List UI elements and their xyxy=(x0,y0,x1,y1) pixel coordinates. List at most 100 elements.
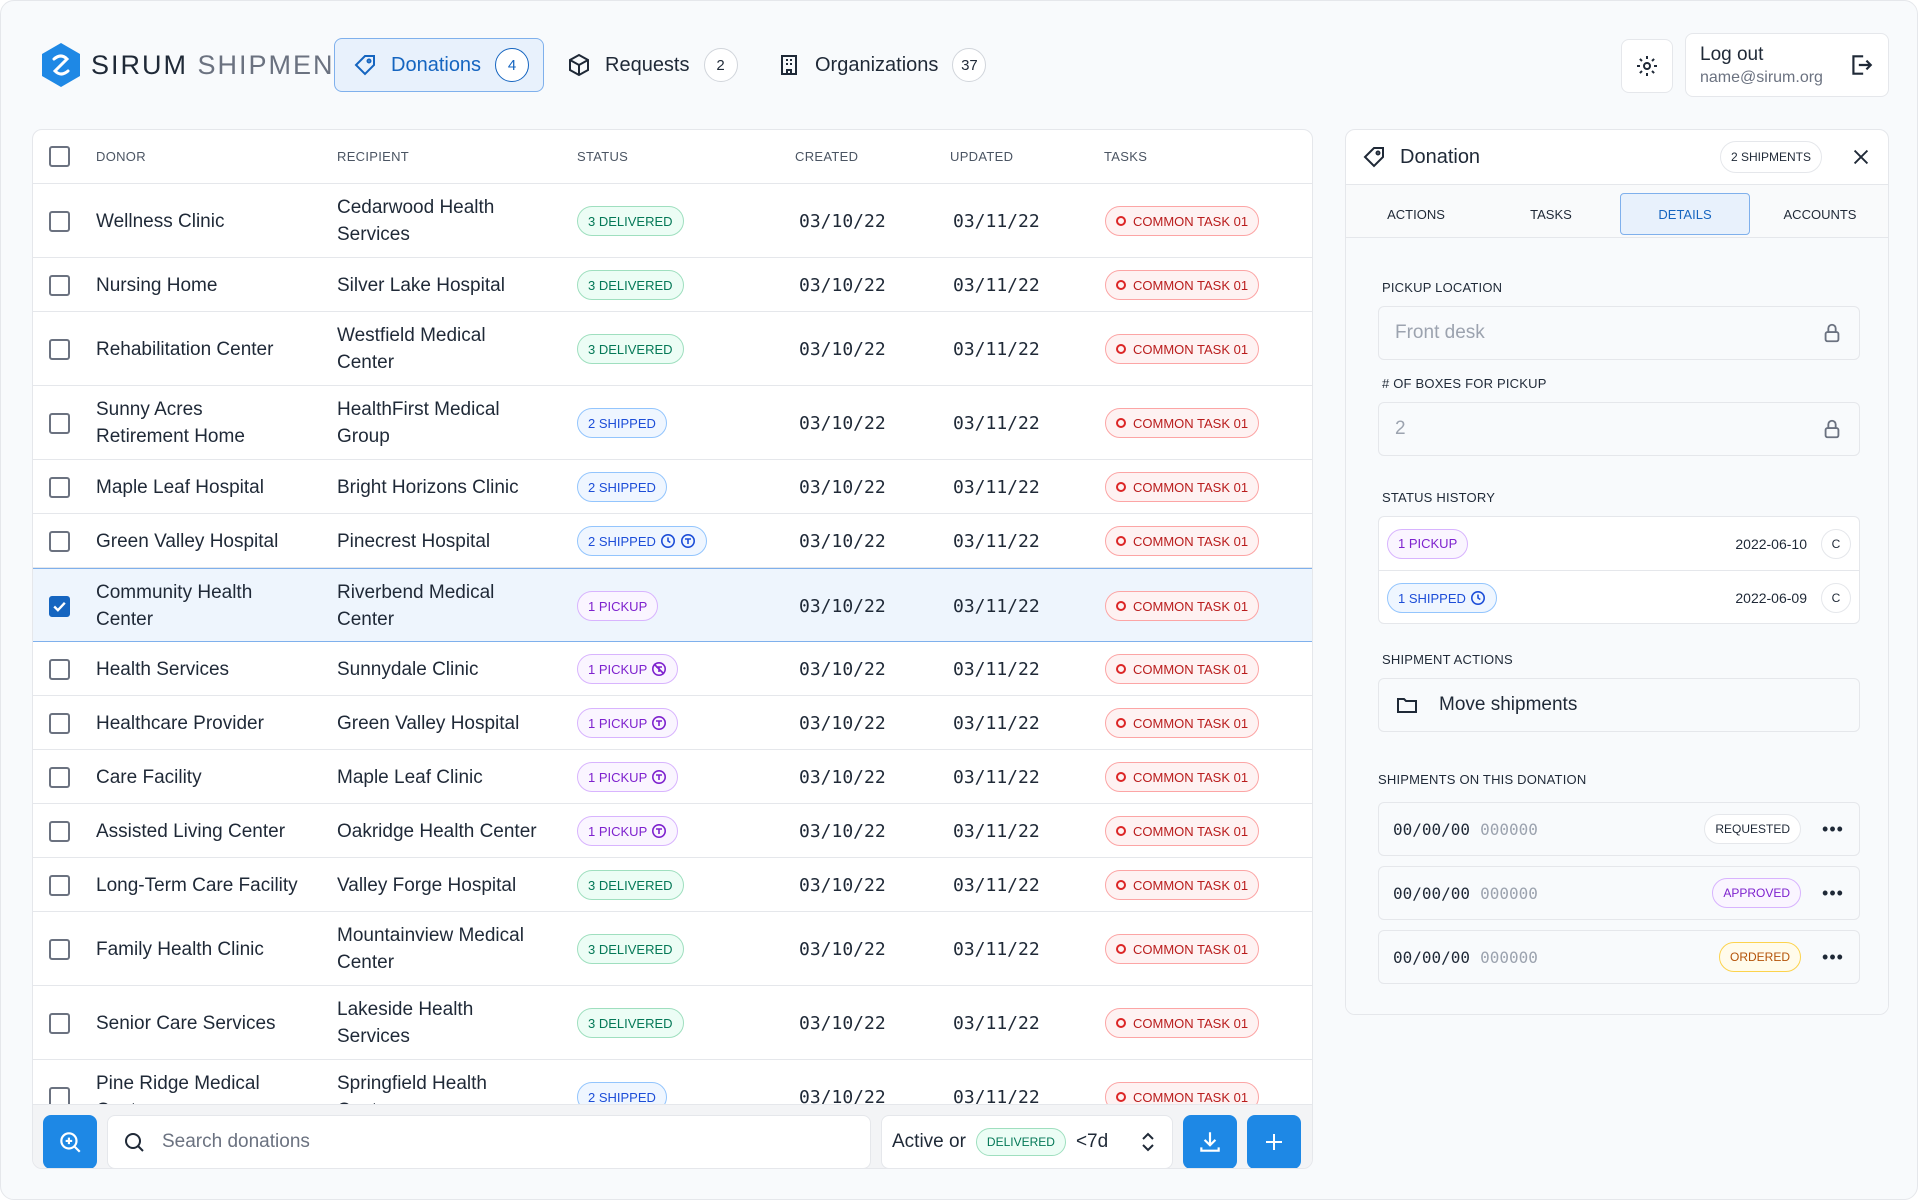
download-button[interactable] xyxy=(1183,1115,1237,1168)
row-checkbox[interactable] xyxy=(49,210,70,232)
row-checkbox[interactable] xyxy=(49,874,70,896)
row-checkbox[interactable] xyxy=(49,658,70,680)
row-checkbox[interactable] xyxy=(49,1086,70,1104)
status-badge[interactable]: 2 SHIPPED xyxy=(577,1082,667,1104)
shipment-row[interactable]: 00/00/00 000000 REQUESTED ••• xyxy=(1378,802,1860,856)
recipient-name: Oakridge Health Center xyxy=(337,818,537,845)
status-badge[interactable]: 3 DELIVERED xyxy=(577,870,684,900)
col-created[interactable]: CREATED xyxy=(795,149,859,164)
status-badge[interactable]: 3 DELIVERED xyxy=(577,206,684,236)
status-badge[interactable]: 1 PICKUP xyxy=(577,708,679,738)
col-status[interactable]: STATUS xyxy=(577,149,629,164)
table-row[interactable]: Family Health Clinic Mountainview Medical… xyxy=(33,912,1312,986)
status-badge[interactable]: 1 PICKUP xyxy=(577,591,659,621)
recipient-name-line: Maple Leaf Clinic xyxy=(337,766,483,788)
status-badge[interactable]: 3 DELIVERED xyxy=(577,270,684,300)
status-badge[interactable]: 2 SHIPPED xyxy=(577,526,707,556)
row-checkbox[interactable] xyxy=(49,712,70,734)
table-row[interactable]: Long-Term Care Facility Valley Forge Hosp… xyxy=(33,858,1312,912)
status-badge[interactable]: 1 PICKUP xyxy=(577,762,679,792)
table-row[interactable]: Sunny Acres Retirement Home HealthFirst Me… xyxy=(33,386,1312,460)
status-badge[interactable]: 1 PICKUP xyxy=(577,654,679,684)
donor-name-line: Health Services xyxy=(96,658,230,680)
task-badge[interactable]: COMMON TASK 01 xyxy=(1105,591,1260,621)
more-options-icon[interactable]: ••• xyxy=(1822,818,1844,839)
select-all-checkbox[interactable] xyxy=(49,146,70,167)
col-updated[interactable]: UPDATED xyxy=(950,149,1014,164)
table-row[interactable]: Green Valley Hospital Pinecrest Hospital 0… xyxy=(33,514,1312,568)
status-badge[interactable]: 3 DELIVERED xyxy=(577,934,684,964)
status-badge[interactable]: 3 DELIVERED xyxy=(577,334,684,364)
row-checkbox[interactable] xyxy=(49,938,70,960)
tab-details[interactable]: DETAILS xyxy=(1620,193,1750,235)
row-checkbox[interactable] xyxy=(49,595,70,617)
logout-button[interactable]: Log out name@sirum.org xyxy=(1685,33,1889,97)
table-row[interactable]: Senior Care Services Lakeside Health Servi… xyxy=(33,986,1312,1060)
app-logo[interactable]: SIRUM SHIPMENTS xyxy=(39,41,373,89)
task-badge[interactable]: COMMON TASK 01 xyxy=(1105,526,1260,556)
row-checkbox[interactable] xyxy=(49,530,70,552)
move-shipments-button[interactable]: Move shipments xyxy=(1378,678,1860,732)
row-checkbox[interactable] xyxy=(49,412,70,434)
task-badge[interactable]: COMMON TASK 01 xyxy=(1105,472,1260,502)
table-row[interactable]: Maple Leaf Hospital Bright Horizons Clini… xyxy=(33,460,1312,514)
col-donor[interactable]: DONOR xyxy=(96,149,146,164)
status-badge[interactable]: 2 SHIPPED xyxy=(577,408,667,438)
pickup-location-value: Front desk xyxy=(1395,322,1485,343)
tab-accounts[interactable]: ACCOUNTS xyxy=(1783,206,1857,222)
add-donation-button[interactable] xyxy=(1247,1115,1301,1168)
recipient-name-line: Bright Horizons Clinic xyxy=(337,476,519,498)
task-badge[interactable]: COMMON TASK 01 xyxy=(1105,1008,1260,1038)
table-row[interactable]: Pine Ridge MedicalCenterSpringfield Heal… xyxy=(33,1060,1312,1104)
close-icon[interactable] xyxy=(1850,146,1872,168)
history-c-button[interactable]: C xyxy=(1821,528,1851,559)
filter-select[interactable]: Active or DELIVERED <7d xyxy=(881,1115,1173,1168)
task-badge[interactable]: COMMON TASK 01 xyxy=(1105,206,1260,236)
row-checkbox[interactable] xyxy=(49,338,70,360)
task-badge[interactable]: COMMON TASK 01 xyxy=(1105,870,1260,900)
table-row[interactable]: Care Facility Maple Leaf Clinic 03/10/22 03… xyxy=(33,750,1312,804)
task-badge[interactable]: COMMON TASK 01 xyxy=(1105,762,1260,792)
settings-button[interactable] xyxy=(1621,39,1673,93)
status-badge[interactable]: 1 PICKUP xyxy=(577,816,679,846)
status-badge[interactable]: 3 DELIVERED xyxy=(577,1008,684,1038)
row-checkbox[interactable] xyxy=(49,476,70,498)
table-row[interactable]: Health Services Sunnydale Clinic 03/10/22 0… xyxy=(33,642,1312,696)
more-options-icon[interactable]: ••• xyxy=(1822,882,1844,903)
table-row[interactable]: Nursing Home Silver Lake Hospital 03/10/22… xyxy=(33,258,1312,312)
nav-tab-donations[interactable]: Donations 4 xyxy=(334,38,545,92)
created-date: 03/10/22 xyxy=(799,764,886,791)
tab-actions[interactable]: ACTIONS xyxy=(1387,206,1445,222)
row-checkbox[interactable] xyxy=(49,820,70,842)
task-badge[interactable]: COMMON TASK 01 xyxy=(1105,270,1260,300)
nav-tab-requests[interactable]: Requests 2 xyxy=(549,38,752,92)
task-badge[interactable]: COMMON TASK 01 xyxy=(1105,654,1260,684)
nav-tab-organizations[interactable]: Organizations 37 xyxy=(759,38,1000,92)
col-tasks[interactable]: TASKS xyxy=(1104,149,1148,164)
status-badge[interactable]: 2 SHIPPED xyxy=(577,472,667,502)
history-c-button[interactable]: C xyxy=(1821,583,1851,613)
table-row[interactable]: Wellness Clinic Cedarwood Health Services 0… xyxy=(33,184,1312,258)
shipment-row[interactable]: 00/00/00 000000 APPROVED ••• xyxy=(1378,866,1860,920)
zoom-button[interactable] xyxy=(43,1115,97,1168)
shipment-row[interactable]: 00/00/00 000000 ORDERED ••• xyxy=(1378,930,1860,984)
table-row[interactable]: Healthcare Provider Green Valley Hospital… xyxy=(33,696,1312,750)
task-badge[interactable]: COMMON TASK 01 xyxy=(1105,408,1260,438)
created-date-line: 03/10/22 xyxy=(799,595,886,617)
task-badge[interactable]: COMMON TASK 01 xyxy=(1105,816,1260,846)
recipient-name: HealthFirst Medical Group xyxy=(337,396,500,450)
row-checkbox[interactable] xyxy=(49,766,70,788)
tab-tasks[interactable]: TASKS xyxy=(1530,206,1572,222)
task-badge[interactable]: COMMON TASK 01 xyxy=(1105,334,1260,364)
row-checkbox[interactable] xyxy=(49,1012,70,1034)
row-checkbox[interactable] xyxy=(49,274,70,296)
table-row[interactable]: Community Health Center Riverbend Medical C… xyxy=(33,568,1312,642)
task-badge[interactable]: COMMON TASK 01 xyxy=(1105,1082,1260,1104)
col-recipient[interactable]: RECIPIENT xyxy=(337,149,410,164)
more-options-icon[interactable]: ••• xyxy=(1822,946,1844,967)
table-row[interactable]: Assisted Living Center Oakridge Health Ce… xyxy=(33,804,1312,858)
table-row[interactable]: Rehabilitation Center Westfield Medical Ce… xyxy=(33,312,1312,386)
search-input[interactable] xyxy=(162,1131,822,1153)
task-badge[interactable]: COMMON TASK 01 xyxy=(1105,708,1260,738)
task-badge[interactable]: COMMON TASK 01 xyxy=(1105,934,1260,964)
